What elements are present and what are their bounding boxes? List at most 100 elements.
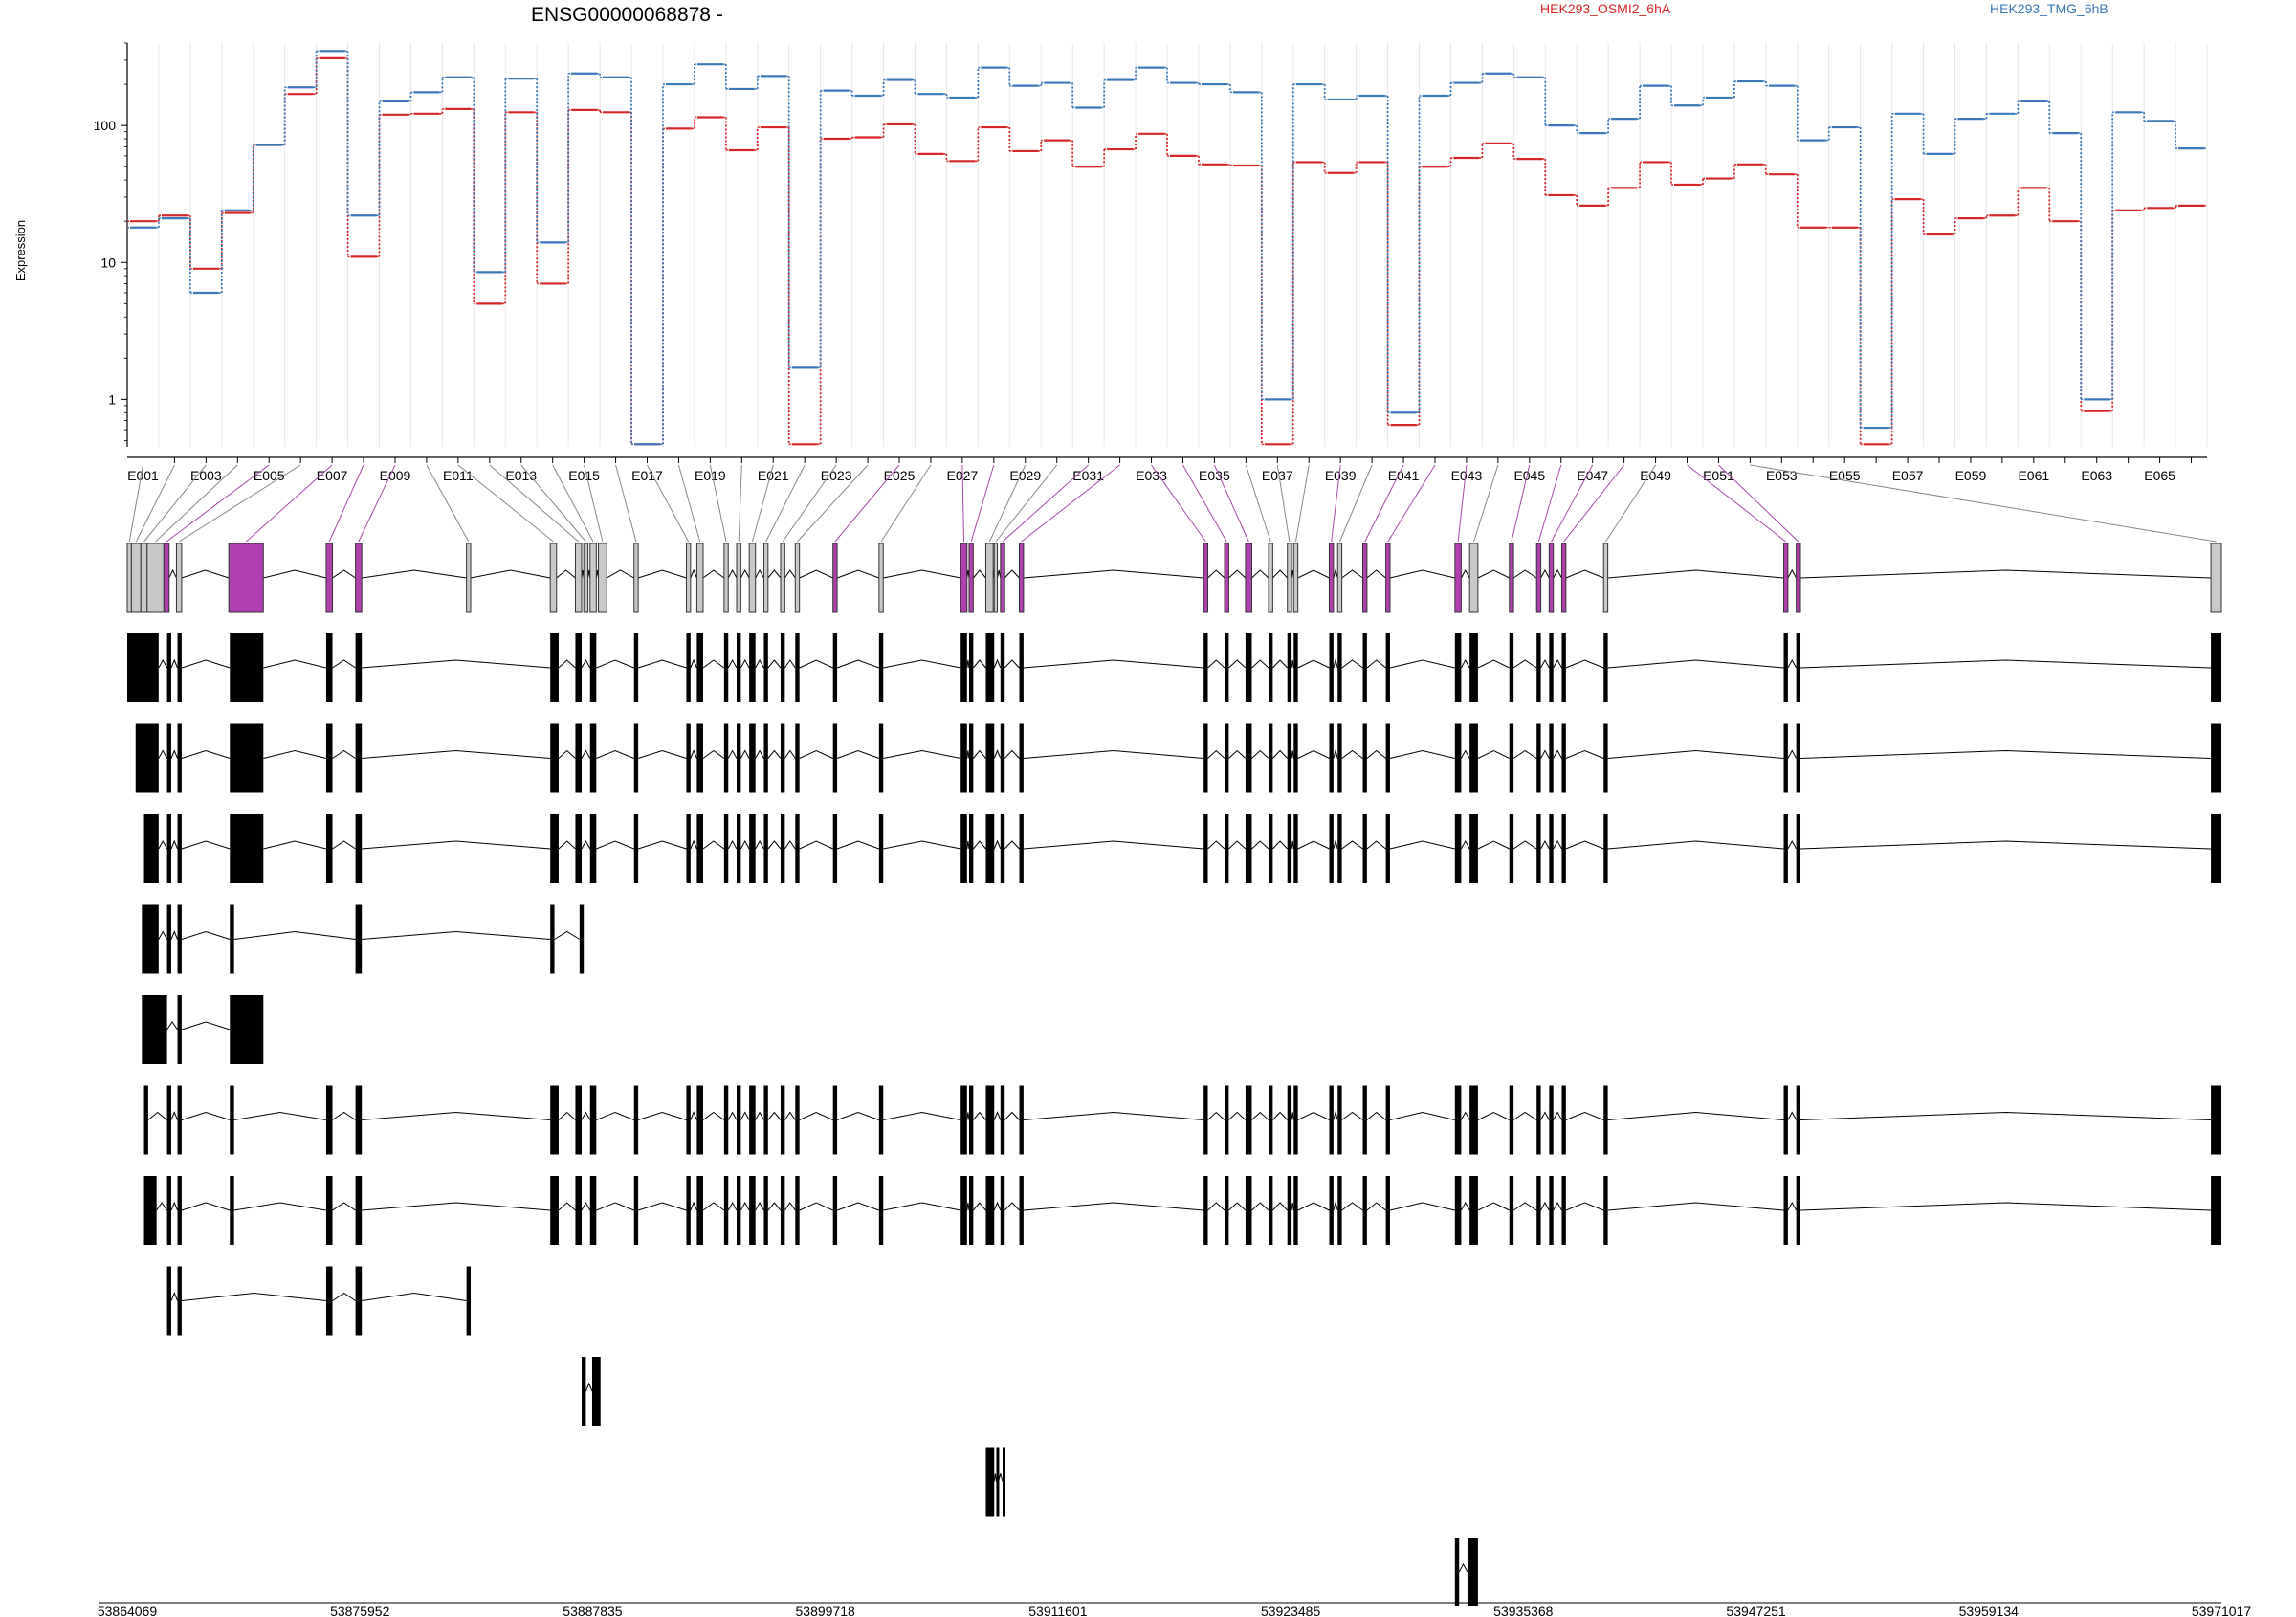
transcript-exon [1549,723,1554,793]
intron-line [1477,569,1510,579]
transcript-exon [749,633,756,702]
intron-line [1565,659,1604,669]
intron-line [1477,659,1510,669]
intron-line [690,1201,697,1211]
transcript-exon [1469,814,1478,883]
transcript-track [144,1085,2221,1155]
intron-line [558,659,576,669]
transcript-exon [177,1176,182,1245]
intron-line [1341,840,1363,850]
intron-line [784,749,796,759]
intron-line [1272,1202,1289,1211]
intron-line [1297,569,1330,579]
exon-connector [1511,464,1531,543]
transcript-exon [1536,633,1541,702]
summary-exon [960,543,968,613]
transcript-exon [1509,814,1514,883]
transcript-exon [968,1176,974,1245]
transcript-exon [1796,723,1801,793]
transcript-exon [723,814,729,883]
transcript-exon [1337,1176,1342,1245]
intron-line [784,1111,796,1120]
intron-line [1389,840,1455,850]
transcript-exon [795,814,800,883]
intron-line [1272,840,1289,850]
intron-line [585,1382,593,1392]
transcript-exon [1019,1176,1024,1245]
exon-connector [128,464,144,543]
intron-line [1460,1201,1470,1211]
transcript-exon [589,723,597,793]
transcript-exon [960,1176,967,1245]
exon-connector [961,464,965,543]
intron-line [596,659,634,669]
intron-line [883,749,961,759]
transcript-exon [968,1085,974,1155]
transcript-exon [575,814,583,883]
intron-line [1565,569,1604,579]
intron-line [1251,569,1269,579]
transcript-exon [795,1176,800,1245]
intron-line [1207,659,1225,669]
exon-connector [1750,464,2217,543]
intron-line [470,569,551,579]
intron-line [362,659,551,669]
exon-connector [765,464,806,543]
x-tick-label: E043 [1451,468,1483,483]
intron-line [784,1202,796,1211]
intron-line [1228,659,1247,669]
intron-line [1272,749,1289,759]
intron-line [1341,749,1363,759]
intron-line [181,1111,231,1120]
summary-exon [146,543,165,613]
intron-line [1787,839,1798,850]
transcript-exon [1454,723,1462,793]
intron-line [581,749,591,759]
transcript-exon [466,1266,471,1336]
intron-line [1458,1562,1468,1573]
exon-connector [1563,464,1625,543]
transcript-exon [696,814,703,883]
intron-line [558,749,576,759]
transcript-exon [355,1085,363,1155]
intron-line [883,569,961,579]
transcript-exon [985,1085,995,1155]
intron-line [1389,1202,1455,1211]
transcript-exon [763,814,768,883]
intron-line [1607,749,1784,759]
transcript-exon [763,723,768,793]
transcript-exon [1293,1176,1298,1245]
genomic-tick-label: 53959134 [1959,1604,2020,1617]
intron-line [1023,1111,1204,1120]
intron-line [1460,839,1470,850]
intron-line [1207,840,1225,850]
intron-line [767,1111,782,1120]
transcript-exon [686,1176,691,1245]
transcript-exon [1329,633,1334,702]
exon-connector [552,464,594,543]
intron-line [1477,840,1510,850]
exon-connector [328,464,364,543]
intron-line [1341,659,1363,669]
genomic-tick-label: 53935368 [1493,1604,1554,1617]
intron-line [170,839,178,850]
transcript-exon [166,1266,171,1336]
intron-line [181,569,230,579]
y-axis-label: Expression [13,220,28,281]
transcript-exon [1469,1176,1478,1245]
transcript-exon [996,1447,1000,1517]
exon-connector [144,464,207,543]
summary-exon [695,543,704,613]
plot-grid [126,43,2208,447]
intron-line [170,1111,178,1120]
transcript-exon [1203,633,1208,702]
intron-line [1389,569,1455,579]
transcript-exon [1603,1085,1608,1155]
transcript-exon [960,633,967,702]
x-tick-label: E009 [380,468,411,483]
transcript-exon [166,904,171,974]
intron-line [596,749,634,759]
summary-exon [736,543,741,613]
transcript-exon [832,1176,838,1245]
transcript-exon [968,723,974,793]
